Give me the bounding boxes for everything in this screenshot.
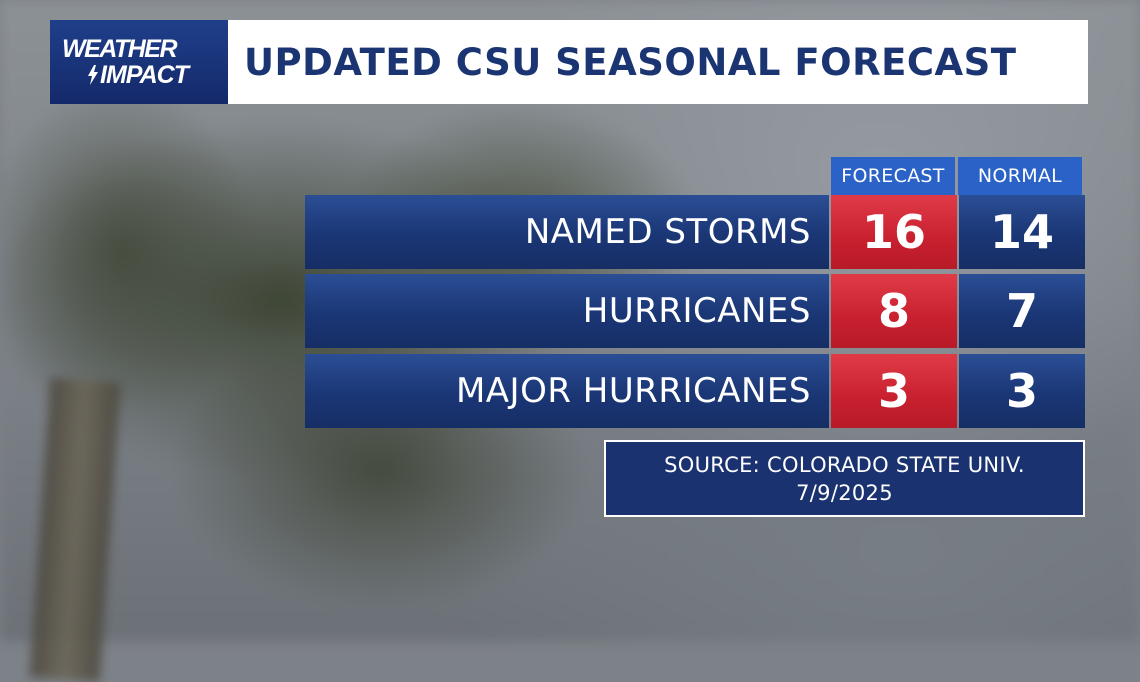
table-row-major-hurricanes: MAJOR HURRICANES 3 3 — [305, 354, 1085, 428]
page-title: UPDATED CSU SEASONAL FORECAST — [244, 40, 1017, 84]
weather-impact-logo: WEATHER IMPACT — [50, 20, 228, 104]
table-row-hurricanes: HURRICANES 8 7 — [305, 274, 1085, 348]
source-box: SOURCE: COLORADO STATE UNIV. 7/9/2025 — [604, 440, 1085, 517]
title-box: UPDATED CSU SEASONAL FORECAST — [228, 20, 1088, 104]
logo-line-2-text: IMPACT — [100, 61, 189, 89]
source-line-1: SOURCE: COLORADO STATE UNIV. — [664, 452, 1025, 477]
logo-line-1: WEATHER — [62, 35, 178, 63]
column-header-forecast: FORECAST — [831, 157, 955, 195]
row-label: NAMED STORMS — [305, 195, 829, 269]
normal-value: 7 — [959, 274, 1085, 348]
lightning-bolt-icon — [88, 65, 98, 85]
row-label: MAJOR HURRICANES — [305, 354, 829, 428]
logo-line-2: IMPACT — [88, 61, 189, 89]
column-header-normal: NORMAL — [958, 157, 1082, 195]
table-row-named-storms: NAMED STORMS 16 14 — [305, 195, 1085, 269]
row-label: HURRICANES — [305, 274, 829, 348]
header-bar: WEATHER IMPACT UPDATED CSU SEASONAL FORE… — [50, 20, 1088, 104]
forecast-value: 3 — [831, 354, 957, 428]
source-date: 7/9/2025 — [796, 480, 893, 505]
normal-value: 14 — [959, 195, 1085, 269]
forecast-value: 16 — [831, 195, 957, 269]
forecast-value: 8 — [831, 274, 957, 348]
normal-value: 3 — [959, 354, 1085, 428]
